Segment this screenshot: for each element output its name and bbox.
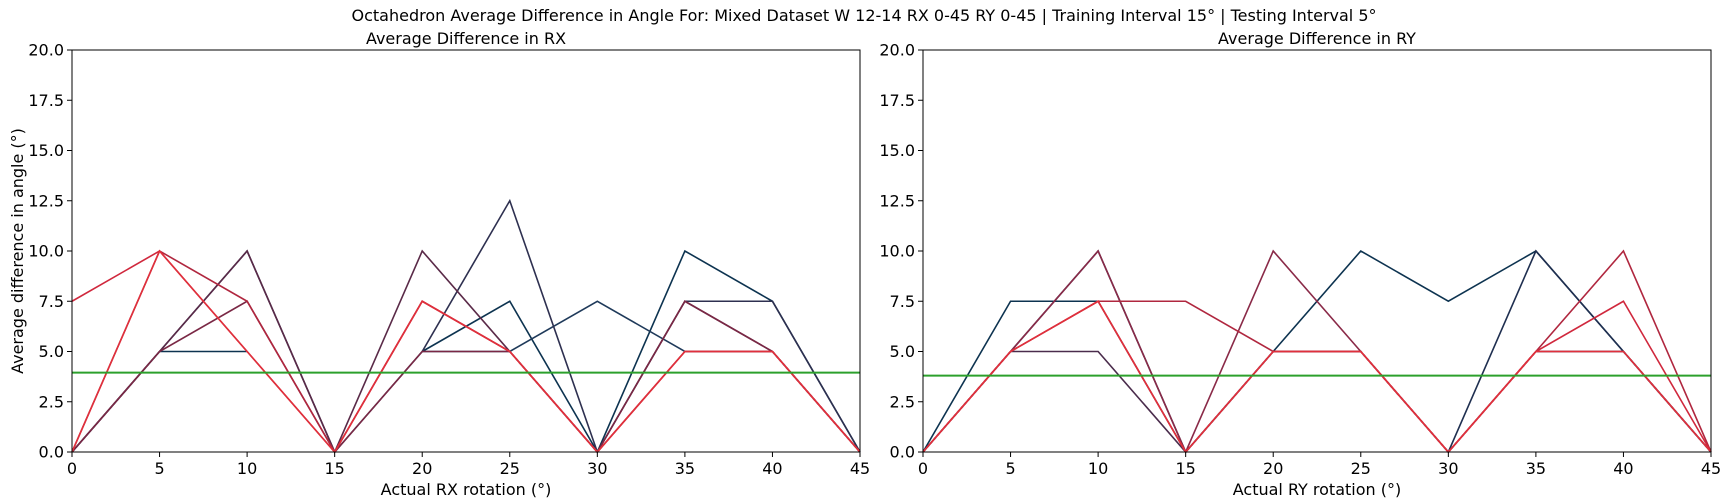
y-tick-label-0-1: 2.5: [39, 392, 64, 411]
x-tick-label-0-4: 20: [412, 459, 432, 478]
x-tick-label-1-5: 25: [1351, 459, 1371, 478]
y-tick-label-1-5: 12.5: [879, 191, 915, 210]
x-tick-label-1-4: 20: [1263, 459, 1283, 478]
y-tick-label-0-8: 20.0: [28, 41, 64, 60]
x-tick-label-1-9: 45: [1701, 459, 1721, 478]
figure-title: Octahedron Average Difference in Angle F…: [351, 6, 1377, 25]
y-tick-label-0-7: 17.5: [28, 91, 64, 110]
axes-title-1: Average Difference in RY: [1218, 29, 1416, 48]
x-tick-label-0-8: 40: [762, 459, 782, 478]
x-tick-label-0-9: 45: [850, 459, 870, 478]
y-tick-label-0-6: 15.0: [28, 141, 64, 160]
series-line-1-2: [922, 350, 1712, 454]
y-tick-label-1-3: 7.5: [890, 292, 915, 311]
series-line-1-6: [922, 300, 1712, 454]
x-tick-label-0-0: 0: [67, 459, 77, 478]
x-axis-label-0: Actual RX rotation (°): [381, 480, 552, 499]
y-tick-label-1-1: 2.5: [890, 392, 915, 411]
y-tick-label-1-0: 0.0: [890, 443, 915, 462]
y-tick-label-0-0: 0.0: [39, 443, 64, 462]
x-tick-label-1-2: 10: [1088, 459, 1108, 478]
x-axis-label-1: Actual RY rotation (°): [1233, 480, 1401, 499]
series-line-0-7: [71, 249, 861, 454]
axes-frame-0: [71, 49, 861, 453]
y-tick-label-1-8: 20.0: [879, 41, 915, 60]
x-tick-label-1-3: 15: [1175, 459, 1195, 478]
x-tick-label-0-5: 25: [500, 459, 520, 478]
x-tick-label-0-7: 35: [675, 459, 695, 478]
series-line-0-4: [71, 300, 861, 454]
x-tick-label-0-6: 30: [587, 459, 607, 478]
x-tick-label-1-6: 30: [1438, 459, 1458, 478]
y-tick-label-1-4: 10.0: [879, 242, 915, 261]
x-tick-label-1-8: 40: [1613, 459, 1633, 478]
x-tick-label-1-1: 5: [1005, 459, 1015, 478]
series-line-1-5: [922, 300, 1712, 454]
x-tick-label-1-7: 35: [1526, 459, 1546, 478]
y-tick-label-1-2: 5.0: [890, 342, 915, 361]
x-tick-label-1-0: 0: [918, 459, 928, 478]
y-tick-label-0-4: 10.0: [28, 242, 64, 261]
axes-title-0: Average Difference in RX: [366, 29, 566, 48]
y-tick-label-1-6: 15.0: [879, 141, 915, 160]
axes-frame-1: [922, 49, 1712, 453]
y-tick-label-0-5: 12.5: [28, 191, 64, 210]
x-tick-label-0-2: 10: [237, 459, 257, 478]
y-tick-label-0-2: 5.0: [39, 342, 64, 361]
y-axis-label-0: Average difference in angle (°): [8, 128, 27, 374]
y-tick-label-0-3: 7.5: [39, 292, 64, 311]
x-tick-label-0-1: 5: [154, 459, 164, 478]
x-tick-label-0-3: 15: [324, 459, 344, 478]
y-tick-label-1-7: 17.5: [879, 91, 915, 110]
